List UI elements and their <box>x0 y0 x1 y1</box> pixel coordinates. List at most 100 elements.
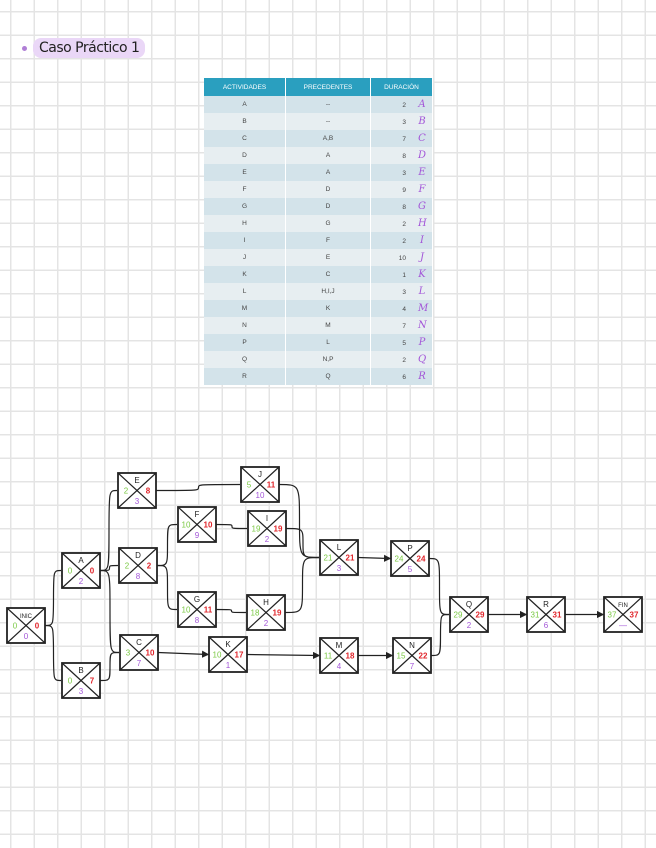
duration: 8 <box>136 572 141 581</box>
handwritten-letter: K <box>418 269 426 280</box>
duration: 10 <box>256 491 265 500</box>
handwritten-letter: D <box>418 150 427 161</box>
duration-value: 2 <box>402 221 406 228</box>
node-B: B 0 7 3 <box>61 662 101 699</box>
late-start: 19 <box>274 525 283 534</box>
precedents-cell: K <box>285 300 371 317</box>
late-start: 17 <box>235 651 244 660</box>
handwritten-letter: I <box>420 235 424 246</box>
precedents-cell: L <box>285 334 371 351</box>
duration: 3 <box>135 497 140 506</box>
table-row: J E 10 J <box>204 249 433 266</box>
activity-cell: F <box>204 181 286 198</box>
bullet-icon <box>22 45 27 51</box>
handwritten-letter: F <box>418 184 426 195</box>
node-label: H <box>263 598 269 607</box>
activity-cell: P <box>204 334 286 351</box>
activity-cell: I <box>204 232 286 249</box>
duration: 3 <box>337 564 342 573</box>
handwritten-letter: M <box>418 303 429 314</box>
late-start: 21 <box>346 554 355 563</box>
edge-A-D <box>99 564 119 572</box>
node-N: N 15 22 7 <box>392 637 432 674</box>
handwritten-letter: B <box>418 116 426 127</box>
edge-INIC-A <box>44 569 62 627</box>
early-start: 21 <box>324 554 333 563</box>
late-start: 10 <box>146 649 155 658</box>
late-start: 10 <box>204 521 213 530</box>
activity-cell: J <box>204 249 286 266</box>
early-start: 0 <box>68 677 73 686</box>
node-label: K <box>225 640 231 649</box>
early-start: 11 <box>324 652 333 661</box>
duration-value: 4 <box>402 306 406 313</box>
handwritten-letter: J <box>419 252 424 263</box>
early-start: 2 <box>124 487 129 496</box>
early-start: 2 <box>125 562 130 571</box>
handwritten-letter: P <box>418 337 426 348</box>
activity-cell: H <box>204 215 286 232</box>
node-I: I 19 19 2 <box>247 510 287 547</box>
handwritten-letter: A <box>418 99 426 110</box>
duration-value: 3 <box>402 170 406 177</box>
handwritten-letter: H <box>418 218 427 229</box>
node-F: F 10 10 9 <box>177 506 217 543</box>
node-label: L <box>337 543 342 552</box>
late-start: 22 <box>419 652 428 661</box>
duration: 4 <box>337 662 342 671</box>
early-start: 37 <box>608 611 617 620</box>
duration: — <box>619 621 627 630</box>
activity-cell: A <box>204 96 286 113</box>
precedents-cell: A,B <box>285 130 371 147</box>
node-H: H 18 19 2 <box>246 594 286 631</box>
node-label: M <box>336 641 343 650</box>
node-label: INIC <box>20 614 33 620</box>
header-precedents: PRECEDENTES <box>285 78 371 96</box>
late-start: 2 <box>147 562 152 571</box>
page-heading: Caso Práctico 1 <box>22 38 146 58</box>
edge-B-C <box>99 651 120 682</box>
precedents-cell: H,I,J <box>285 283 371 300</box>
duration-value: 7 <box>402 323 406 330</box>
early-start: 31 <box>531 611 540 620</box>
node-label: G <box>194 595 200 604</box>
heading-text: Caso Práctico 1 <box>33 38 146 58</box>
edge-INIC-B <box>44 624 62 682</box>
early-start: 5 <box>247 481 252 490</box>
node-D: D 2 2 8 <box>118 547 158 584</box>
node-label: C <box>136 638 142 647</box>
node-R: R 31 31 6 <box>526 596 566 633</box>
precedents-cell: A <box>285 147 371 164</box>
precedents-cell: -- <box>285 96 371 113</box>
duration-value: 2 <box>402 238 406 245</box>
duration: 6 <box>544 621 549 630</box>
edge-L-P <box>357 554 392 562</box>
precedents-cell: D <box>285 198 371 215</box>
activity-cell: N <box>204 317 286 334</box>
late-start: 31 <box>553 611 562 620</box>
node-label: A <box>78 556 84 565</box>
duration-value: 1 <box>402 272 406 279</box>
duration: 7 <box>137 659 142 668</box>
precedents-cell: F <box>285 232 371 249</box>
